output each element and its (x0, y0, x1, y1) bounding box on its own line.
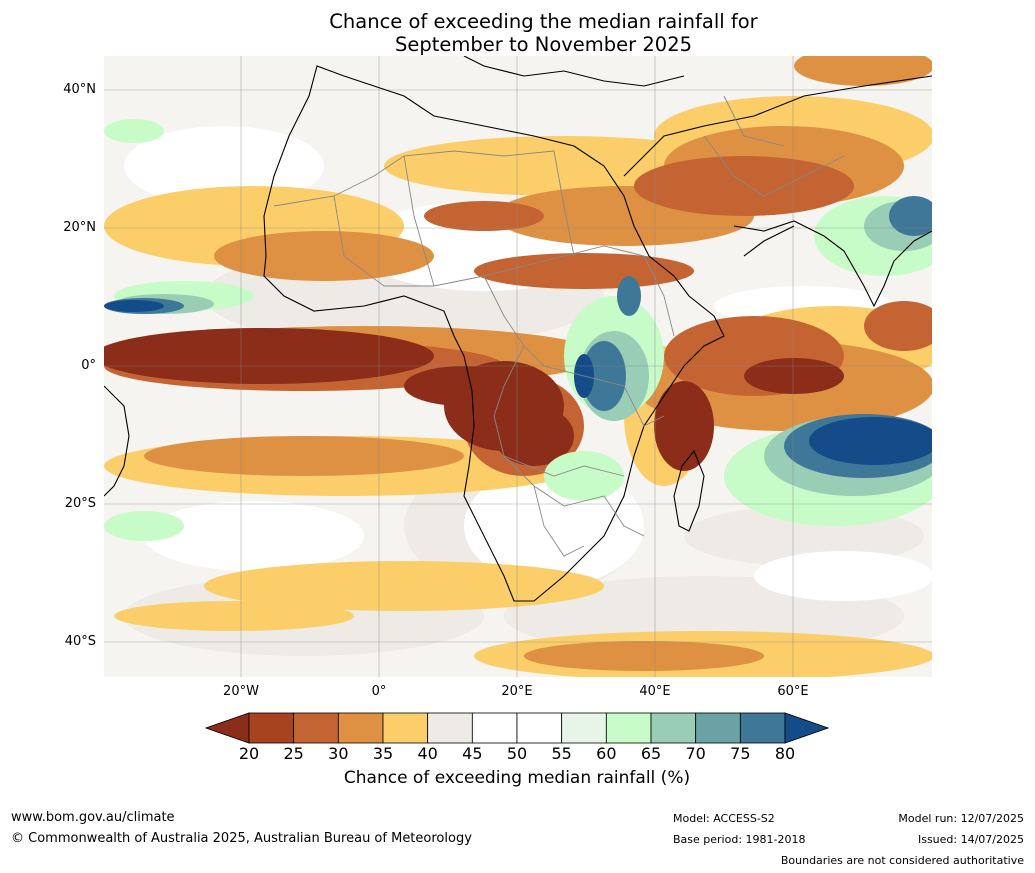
colorbar-tick-label: 70 (685, 744, 706, 763)
footer-disclaimer: Boundaries are not considered authoritat… (780, 854, 1024, 867)
lon-label-20e: 20°E (501, 684, 533, 699)
colorbar-swatch (739, 712, 786, 744)
lat-label-40n: 40°N (63, 82, 96, 97)
footer-issued: Issued: 14/07/2025 (917, 833, 1024, 846)
colorbar-label: Chance of exceeding median rainfall (%) (343, 768, 691, 788)
colorbar-tick-label: 30 (328, 744, 349, 763)
footer-copyright: © Commonwealth of Australia 2025, Austra… (11, 831, 472, 846)
colorbar-swatch (516, 712, 563, 744)
dry-extreme-patches (104, 328, 844, 471)
lon-label-20w: 20°W (223, 684, 259, 699)
colorbar-tick-label: 50 (506, 744, 528, 763)
colorbar-tick-label: 25 (283, 744, 304, 763)
colorbar-tick-label: 60 (596, 744, 617, 763)
colorbar-arrow-high (784, 712, 830, 744)
colorbar-swatch (471, 712, 518, 744)
colorbar-swatch (561, 712, 607, 744)
title-line-2: September to November 2025 (394, 33, 693, 56)
colorbar-swatch (605, 712, 652, 744)
lat-label-20s: 20°S (64, 496, 96, 511)
footer-website: www.bom.gov.au/climate (11, 810, 175, 825)
footer-base-period: Base period: 1981-2018 (673, 833, 806, 846)
colorbar-swatch (248, 712, 295, 744)
footer-model-run: Model run: 12/07/2025 (898, 812, 1024, 825)
lon-label-60e: 60°E (777, 684, 809, 699)
colorbar-tick-label: 45 (462, 744, 483, 763)
colorbar-tick-label: 80 (774, 744, 796, 763)
colorbar-tick-label: 75 (730, 744, 751, 763)
colorbar-swatch (293, 712, 339, 744)
colorbar-swatch (382, 712, 429, 744)
country-borders (273, 95, 845, 557)
colorbar-tick-label: 65 (640, 744, 662, 763)
coastlines (104, 56, 932, 602)
colorbar-swatch (650, 712, 697, 744)
white-patches (124, 126, 932, 601)
rainfall-map (104, 56, 932, 677)
lon-label-0: 0° (371, 684, 387, 699)
graticule (104, 56, 932, 677)
colorbar-tick-label: 40 (417, 744, 438, 763)
colorbar-swatch (427, 712, 473, 744)
footer-model: Model: ACCESS-S2 (673, 812, 775, 825)
colorbar-tick-label: 35 (372, 744, 394, 763)
colorbar-swatch (695, 712, 741, 744)
lon-label-40e: 40°E (639, 684, 671, 699)
colorbar-tick-label: 20 (238, 744, 260, 763)
lat-label-20n: 20°N (63, 220, 96, 235)
colorbar (204, 712, 830, 748)
title-line-1: Chance of exceeding the median rainfall … (329, 10, 758, 33)
colorbar-swatch (337, 712, 384, 744)
lat-label-40s: 40°S (64, 634, 96, 649)
colorbar-arrow-low (204, 712, 250, 744)
map-title: Chance of exceeding the median rainfall … (0, 10, 1035, 56)
map-canvas (104, 56, 932, 677)
lat-label-equator: 0° (81, 358, 96, 373)
colorbar-svg (204, 712, 830, 744)
colorbar-tick-label: 55 (551, 744, 572, 763)
